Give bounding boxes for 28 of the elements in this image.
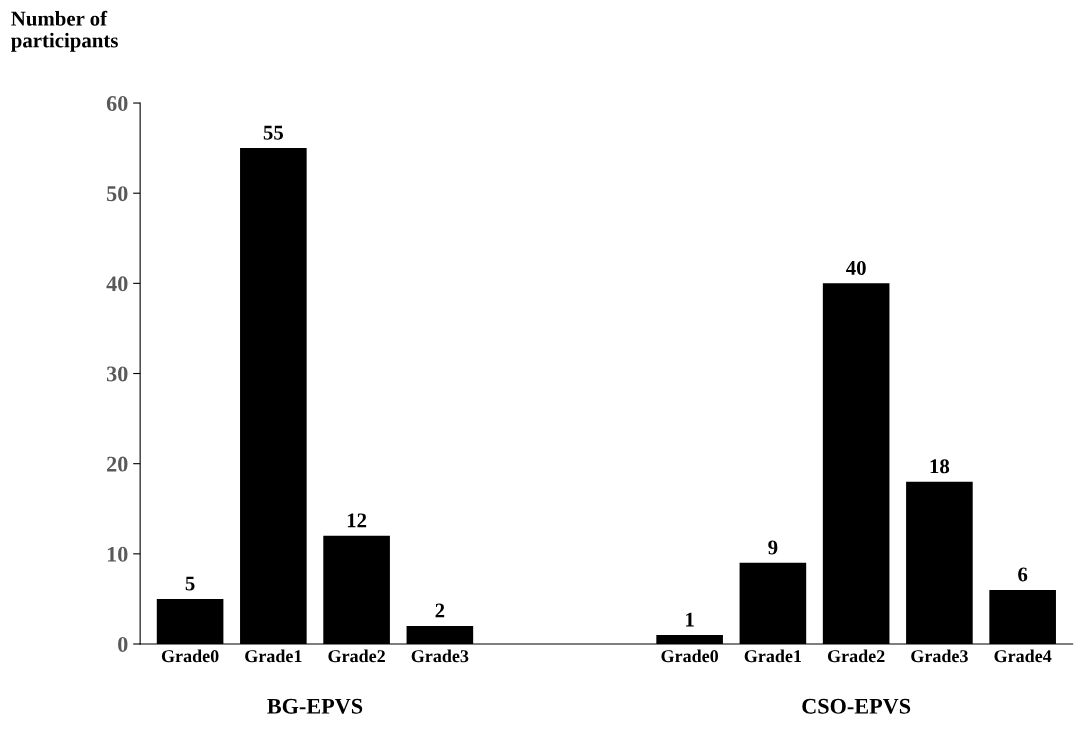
data-label: 18: [930, 459, 950, 474]
y-tick-label: 20: [107, 456, 128, 472]
data-label: 5: [185, 576, 195, 591]
x-tick-label: Grade3: [411, 649, 469, 663]
x-tick-label: Grade2: [827, 649, 885, 663]
data-label: 2: [435, 603, 445, 618]
data-label: 1: [686, 612, 694, 627]
x-tick-label: Grade1: [245, 649, 302, 663]
x-tick-label: Grade0: [161, 649, 219, 663]
text: BG-EPVS: [267, 698, 363, 714]
text: CSO-EPVS: [802, 698, 911, 714]
data-label: 40: [846, 260, 866, 275]
data-label: 9: [768, 540, 778, 555]
y-tick-label: 0: [118, 636, 128, 652]
x-tick-label: Grade1: [744, 649, 802, 663]
y-tick-label: 50: [107, 186, 128, 202]
y-axis-title: Number of participants: [11, 10, 118, 52]
x-tick-label: Grade4: [994, 649, 1052, 663]
y-tick-label: 10: [107, 546, 128, 562]
y-tick-label: 30: [106, 366, 128, 382]
data-label: 55: [263, 125, 283, 140]
y-tick-label: 40: [106, 276, 128, 292]
data-label: 12: [347, 513, 367, 528]
x-tick-label: Grade0: [661, 649, 719, 663]
x-tick-label: Grade3: [911, 649, 968, 663]
y-tick-label: 60: [106, 95, 128, 111]
x-tick-label: Grade2: [328, 649, 385, 663]
data-label: 6: [1018, 567, 1028, 582]
